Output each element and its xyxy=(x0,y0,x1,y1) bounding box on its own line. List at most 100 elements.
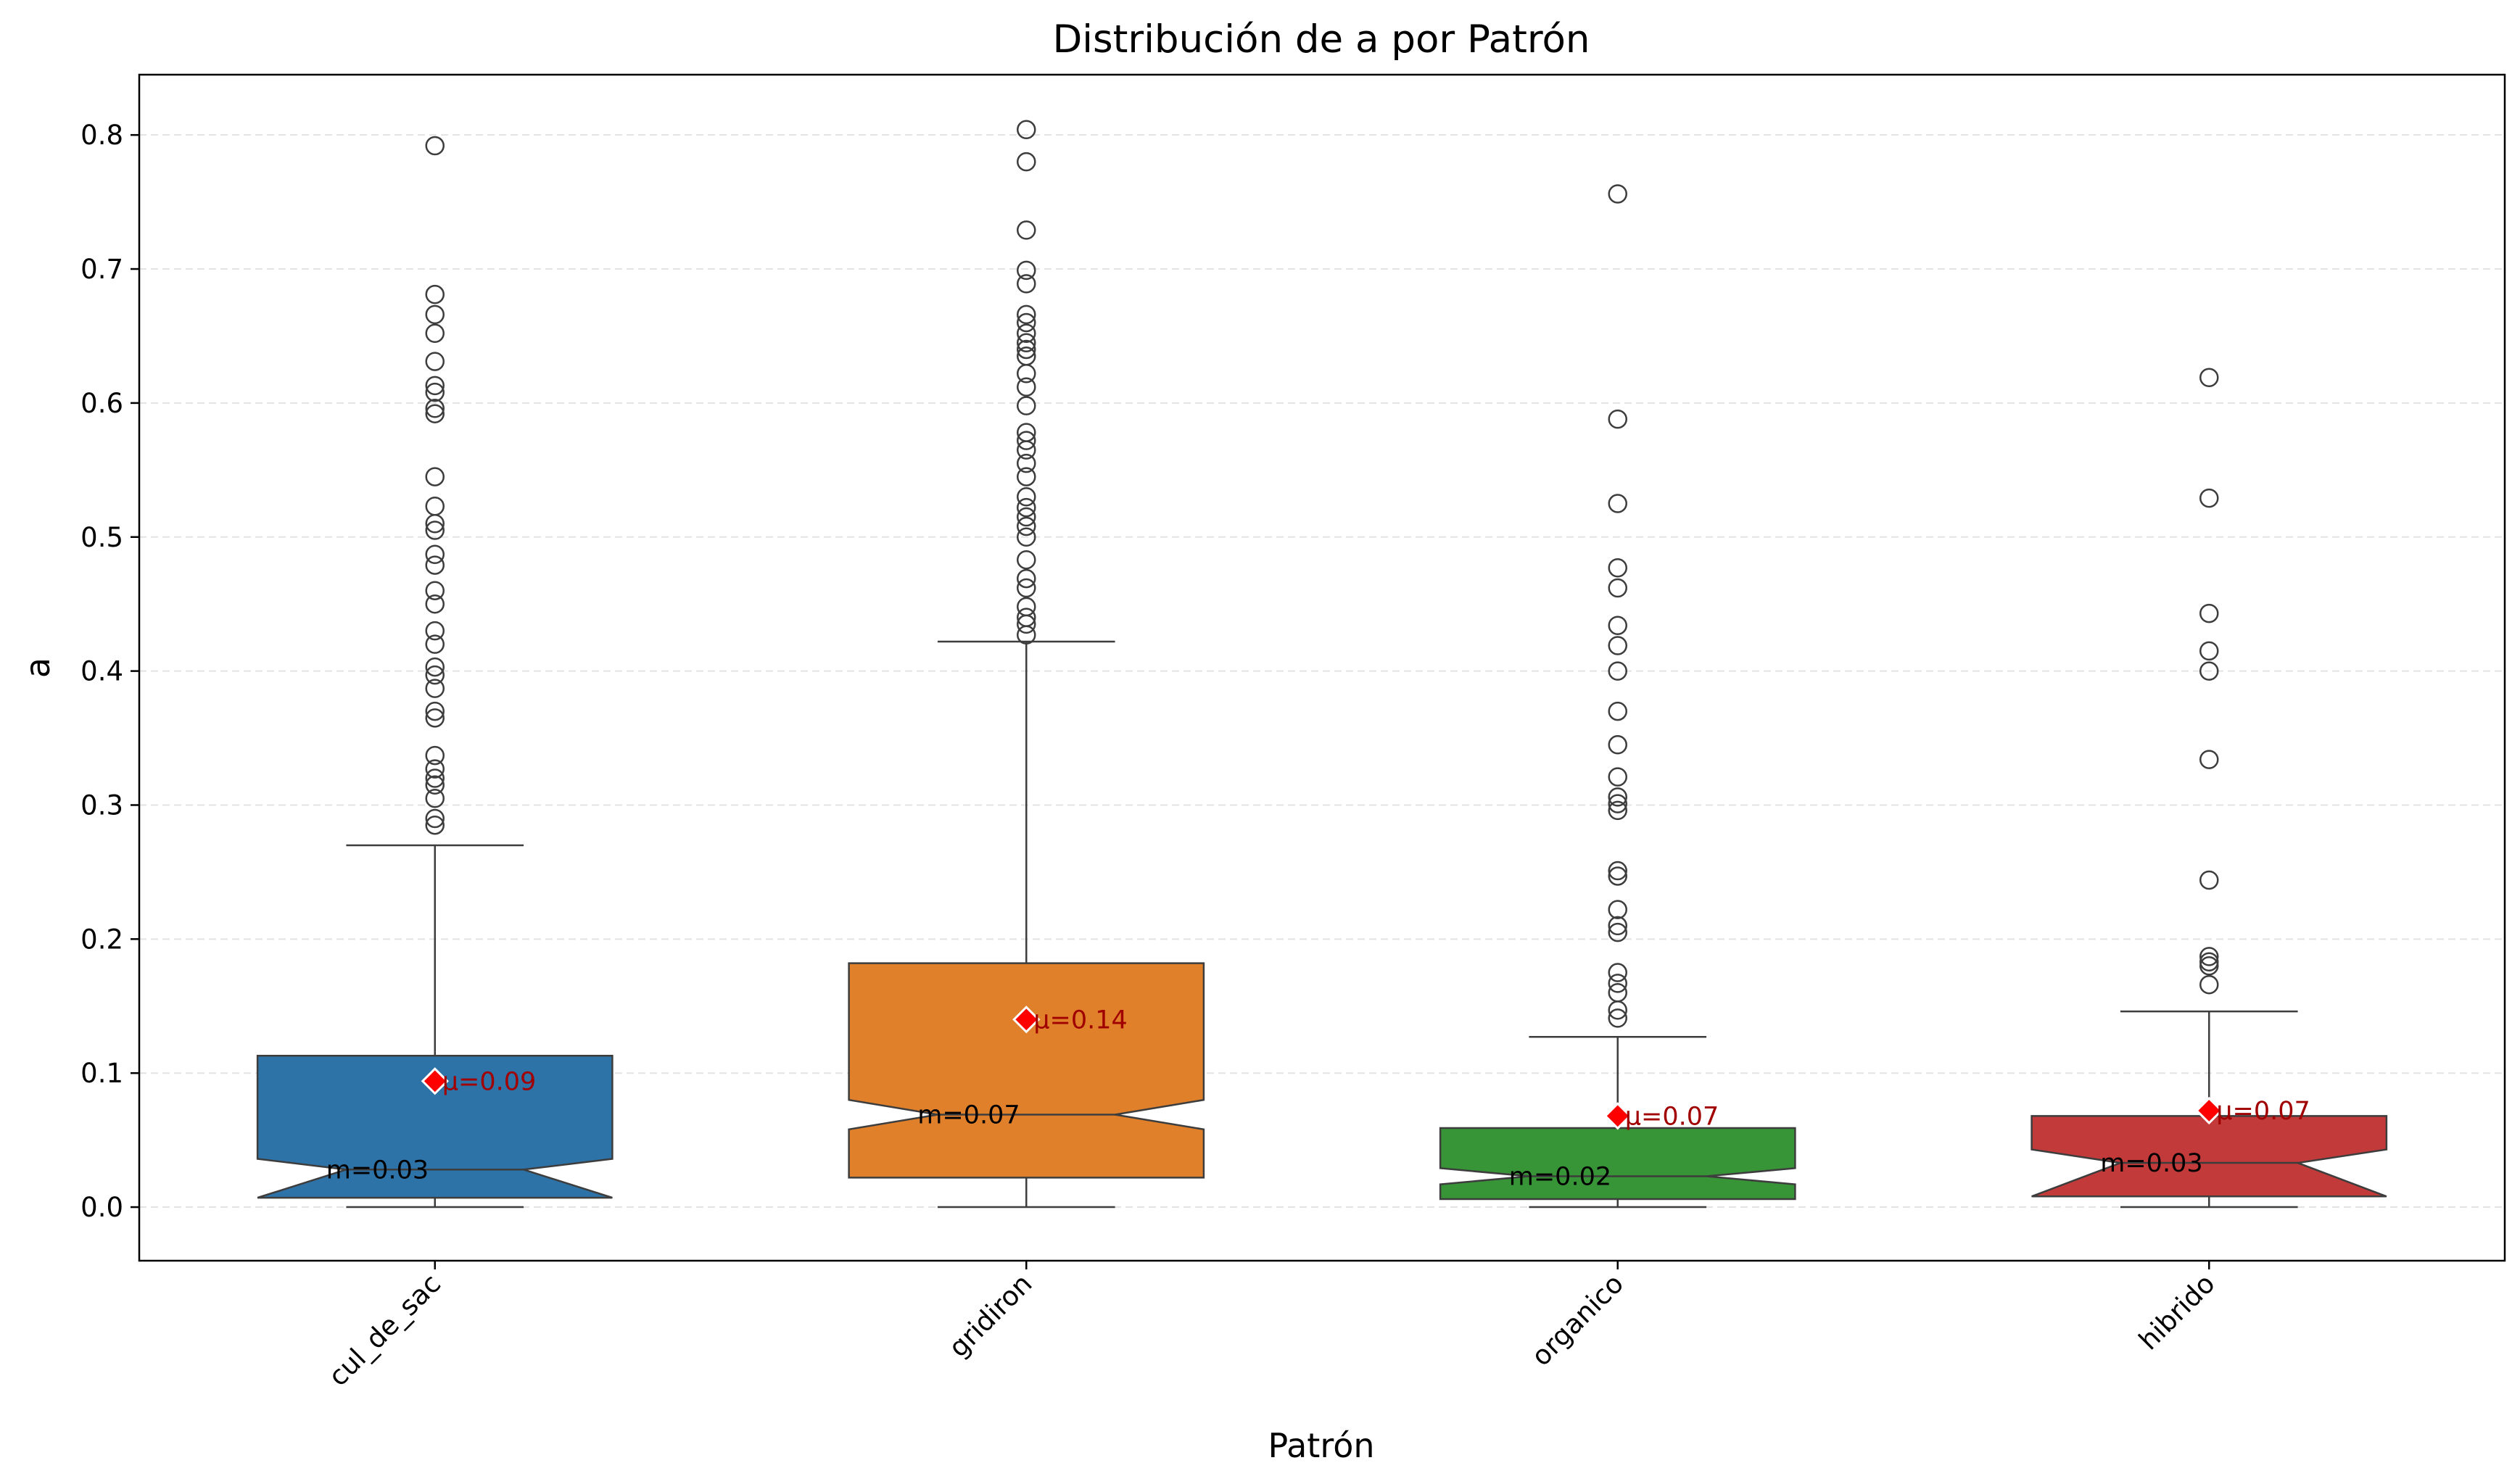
outlier-point xyxy=(425,759,445,779)
outlier-point xyxy=(1017,377,1036,397)
outlier-point xyxy=(1017,323,1036,344)
outlier-point xyxy=(1017,274,1036,294)
y-tick-label: 0.7 xyxy=(80,254,123,285)
median-label: m=0.02 xyxy=(1509,1163,1611,1192)
outlier-point xyxy=(1017,507,1036,527)
outlier-point xyxy=(1608,701,1627,721)
outlier-point xyxy=(1608,787,1627,807)
outlier-point xyxy=(425,708,445,728)
outlier-point xyxy=(2199,947,2219,966)
outlier-point xyxy=(1608,558,1627,578)
outlier-point xyxy=(1608,963,1627,982)
outlier-point xyxy=(1608,900,1627,919)
outlier-point xyxy=(1017,363,1036,384)
outlier-point xyxy=(1608,800,1627,821)
outlier-point xyxy=(425,745,445,766)
outlier-point xyxy=(1017,487,1036,507)
y-axis-ticks: 0.0 0.1 0.2 0.3 0.4 0.5 0.6 0.7 0.8 xyxy=(80,120,139,1223)
outlier-point xyxy=(425,768,445,788)
outlier-point xyxy=(425,788,445,808)
notched-box xyxy=(1439,1127,1796,1201)
outlier-point xyxy=(425,679,445,698)
outlier-point xyxy=(425,581,445,600)
outlier-point xyxy=(425,521,445,540)
outlier-point xyxy=(425,665,445,685)
outlier-point xyxy=(1608,866,1627,886)
outlier-point xyxy=(1608,922,1627,942)
outlier-point xyxy=(1017,625,1036,644)
outlier-point xyxy=(1608,184,1627,204)
outlier-point xyxy=(425,323,445,344)
box-group-gridiron: m=0.07 μ=0.14 xyxy=(848,120,1205,1209)
outlier-point xyxy=(1017,578,1036,598)
outlier-point xyxy=(425,815,445,835)
outlier-point xyxy=(2199,870,2219,890)
x-axis-label: Patrón xyxy=(1268,1426,1374,1465)
outlier-point xyxy=(2199,641,2219,661)
outlier-point xyxy=(425,136,445,156)
outlier-point xyxy=(1017,527,1036,547)
chart-title: Distribución de a por Patrón xyxy=(1052,17,1590,62)
outlier-point xyxy=(1608,409,1627,429)
outlier-point xyxy=(1017,152,1036,172)
outlier-point xyxy=(1017,614,1036,634)
mean-label: μ=0.14 xyxy=(1033,1006,1128,1035)
outlier-point xyxy=(1017,453,1036,473)
outlier-point xyxy=(425,808,445,829)
outlier-point xyxy=(2199,368,2219,388)
outlier-point xyxy=(425,555,445,575)
outlier-point xyxy=(425,621,445,641)
outlier-point xyxy=(1608,861,1627,881)
outlier-point xyxy=(1608,1008,1627,1028)
outlier-point xyxy=(425,594,445,614)
outlier-point xyxy=(425,634,445,654)
outlier-point xyxy=(1017,220,1036,240)
outlier-point xyxy=(1608,794,1627,813)
y-tick-label: 0.3 xyxy=(80,789,123,821)
outlier-point xyxy=(425,376,445,396)
outlier-point xyxy=(2199,488,2219,508)
mean-label: μ=0.07 xyxy=(1625,1102,1719,1131)
outlier-point xyxy=(1608,767,1627,787)
outlier-point xyxy=(1608,661,1627,681)
outlier-point xyxy=(2199,956,2219,976)
outlier-point xyxy=(1608,916,1627,936)
outlier-point xyxy=(1608,578,1627,598)
outlier-point xyxy=(1608,1000,1627,1020)
outlier-point xyxy=(425,514,445,534)
y-tick-label: 0.4 xyxy=(80,656,123,687)
mean-label: μ=0.07 xyxy=(2216,1097,2310,1126)
outlier-point xyxy=(425,544,445,565)
outlier-point xyxy=(2199,661,2219,681)
notched-box xyxy=(256,1054,614,1199)
outlier-point xyxy=(2199,603,2219,623)
outlier-point xyxy=(1017,497,1036,518)
outlier-point xyxy=(1017,396,1036,415)
outlier-point xyxy=(425,304,445,325)
y-tick-label: 0.8 xyxy=(80,120,123,151)
outlier-point xyxy=(2199,750,2219,769)
mean-marker xyxy=(1603,1102,1632,1130)
mean-marker xyxy=(2195,1096,2223,1125)
outlier-point xyxy=(1608,615,1627,636)
outlier-point xyxy=(1017,120,1036,140)
outlier-point xyxy=(1017,431,1036,450)
outlier-point xyxy=(425,775,445,795)
outlier-point xyxy=(1017,467,1036,486)
y-tick-label: 0.6 xyxy=(80,388,123,419)
plot-frame xyxy=(138,73,2506,1262)
box-group-hibrido: m=0.03 μ=0.07 xyxy=(2031,368,2388,1209)
outlier-point xyxy=(1608,636,1627,655)
outlier-point xyxy=(1017,440,1036,460)
y-tick-label: 0.1 xyxy=(80,1058,123,1089)
outlier-point xyxy=(1017,304,1036,325)
outlier-point xyxy=(425,657,445,677)
y-tick-label: 0.0 xyxy=(80,1192,123,1223)
median-label: m=0.03 xyxy=(326,1156,429,1185)
outlier-point xyxy=(425,404,445,423)
outlier-point xyxy=(1017,516,1036,536)
outlier-point xyxy=(425,352,445,371)
y-axis-label: a xyxy=(18,658,57,678)
outlier-point xyxy=(1017,568,1036,589)
